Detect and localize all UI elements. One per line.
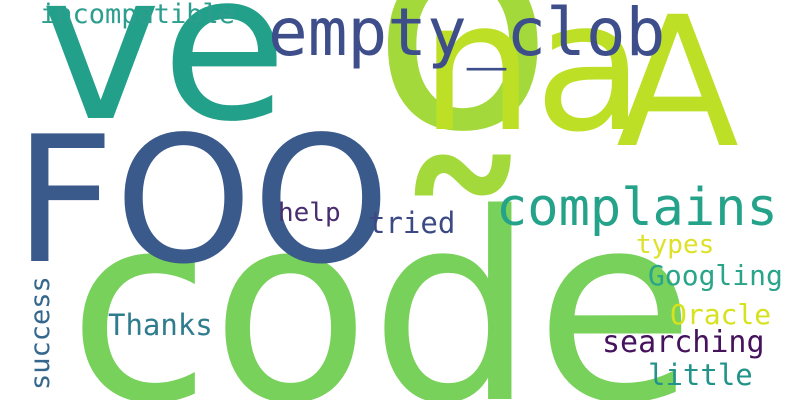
word-little: little (648, 358, 753, 392)
word-incompatible: incompatible (40, 0, 236, 30)
word-code: code (68, 159, 696, 400)
word-success: success (25, 276, 56, 390)
word-na: na (420, 0, 645, 172)
word-searching: searching (602, 325, 765, 360)
word-empty-clob: empty_clob (268, 0, 666, 71)
word-types: types (636, 230, 715, 260)
word-thanks: Thanks (108, 308, 213, 342)
word-a-tilde: Ã (616, 0, 740, 188)
word-foo: FOO (14, 100, 391, 303)
word-googling: Googling (648, 259, 783, 292)
word-oracle: Oracle (670, 298, 772, 331)
word-ve: ve (40, 0, 288, 167)
word-complains: complains (496, 178, 778, 238)
word-help: help (278, 198, 341, 228)
word-tried: tried (368, 206, 456, 240)
